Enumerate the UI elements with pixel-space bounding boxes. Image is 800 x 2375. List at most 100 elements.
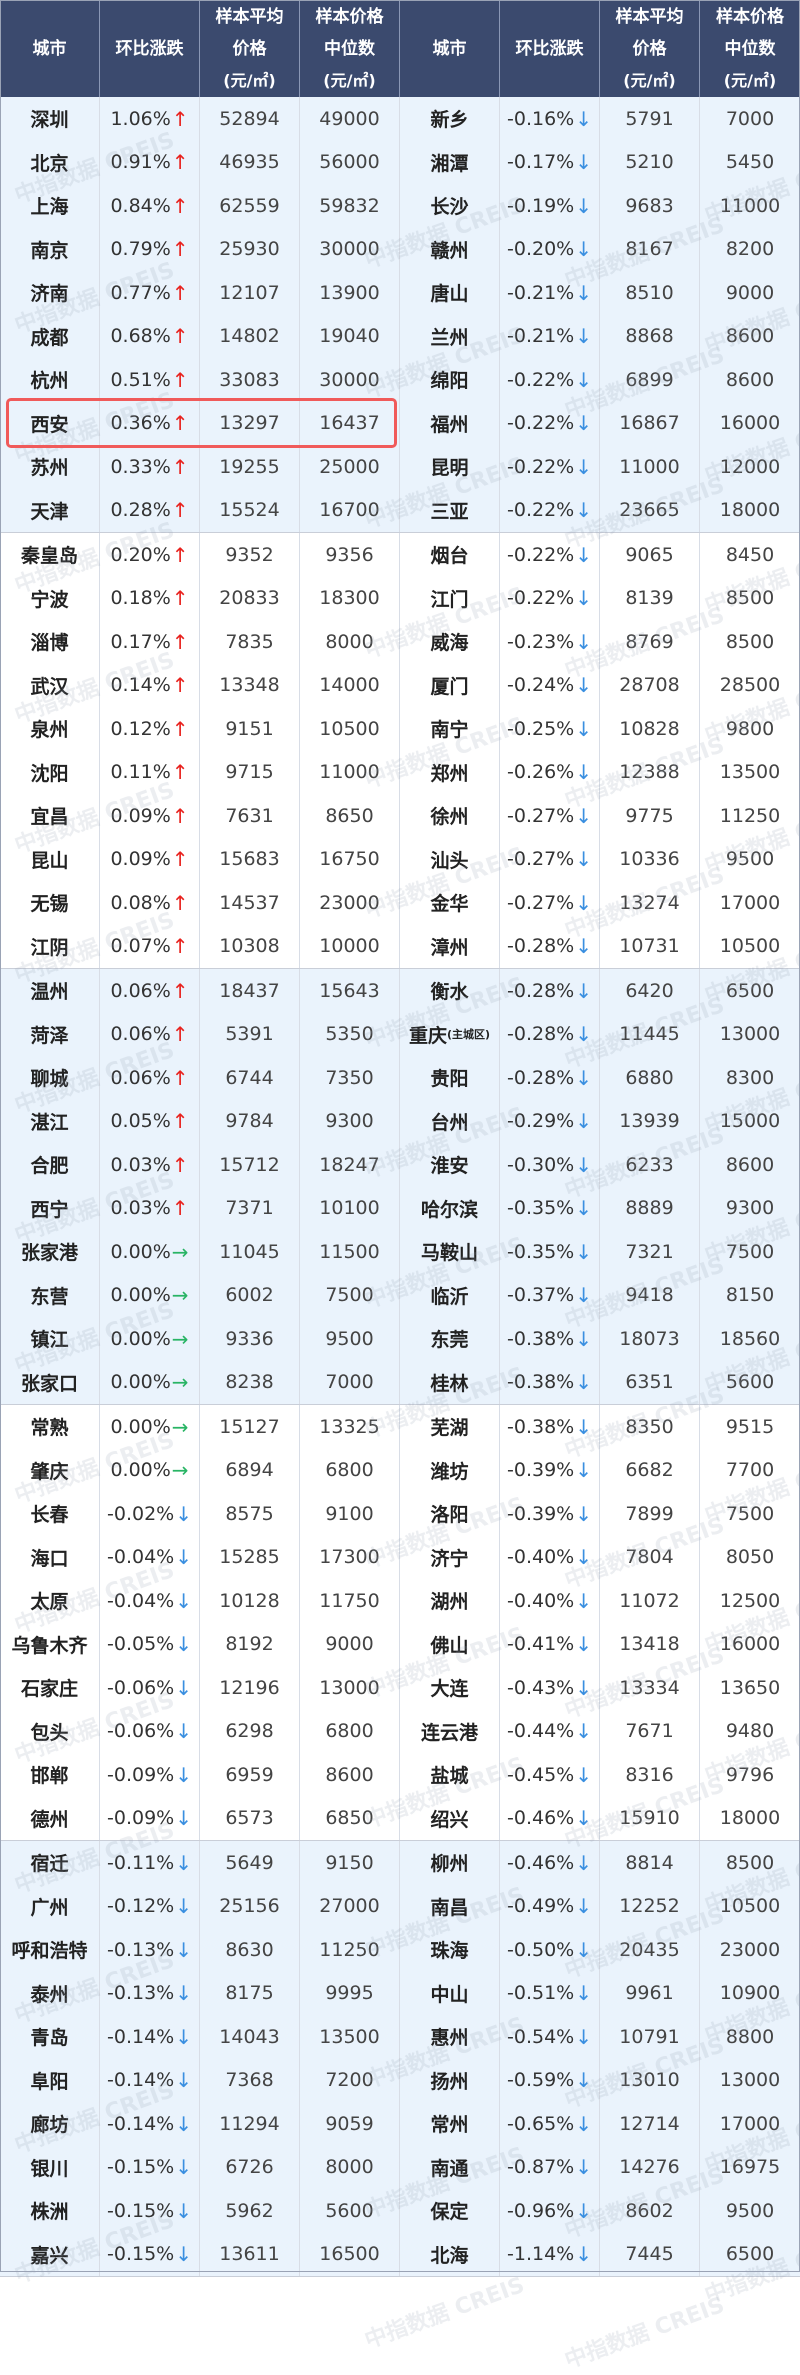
change-cell: -0.46% ↓: [500, 1841, 600, 1885]
avg-price-cell: 5391: [200, 1012, 300, 1056]
change-cell: -0.02% ↓: [100, 1492, 200, 1536]
avg-price-cell: 28708: [600, 663, 700, 707]
table-row: 包头 -0.06% ↓ 6298 6800 连云港 -0.44% ↓ 7671 9480: [0, 1709, 800, 1753]
city-cell: 太原: [0, 1579, 100, 1623]
city-cell: 衡水: [400, 969, 500, 1013]
city-name: 苏州: [30, 457, 69, 480]
city-cell: 常熟: [0, 1405, 100, 1449]
change-cell: 0.05% ↑: [100, 1099, 200, 1143]
city-name: 天津: [30, 500, 69, 523]
arrow-down-icon: ↓: [175, 2111, 192, 2136]
city-cell: 湛江: [0, 1099, 100, 1143]
arrow-down-icon: ↓: [175, 1501, 192, 1526]
arrow-up-icon: ↑: [171, 629, 189, 654]
change-value: -0.35%: [507, 1240, 575, 1263]
change-value: 0.33%: [110, 455, 171, 478]
avg-price-cell: 7804: [600, 1535, 700, 1579]
avg-price-cell: 6899: [600, 358, 700, 402]
city-cell: 株洲: [0, 2189, 100, 2233]
avg-price-cell: 52894: [200, 97, 300, 141]
city-cell: 深圳: [0, 97, 100, 141]
change-value: -0.54%: [507, 2025, 575, 2048]
change-cell: -0.44% ↓: [500, 1709, 600, 1753]
arrow-up-icon: ↑: [171, 673, 189, 698]
median-price-cell: 11250: [300, 1928, 400, 1972]
city-cell: 佛山: [400, 1622, 500, 1666]
city-cell: 沈阳: [0, 750, 100, 794]
city-price-table: 城市 环比涨跌 样本平均 价格 (元/㎡) 样本价格 中位数 (元/㎡) 城市 环比涨跌 样本平均价…: [0, 0, 800, 2277]
avg-price-cell: 7899: [600, 1492, 700, 1536]
avg-price-cell: 9336: [200, 1317, 300, 1361]
city-name: 上海: [30, 196, 69, 219]
avg-price-cell: 10308: [200, 924, 300, 968]
avg-price-cell: 8889: [600, 1186, 700, 1230]
table-row: 海口 -0.04% ↓ 15285 17300 济宁 -0.40% ↓ 7804 8050: [0, 1535, 800, 1579]
change-cell: -0.50% ↓: [500, 1928, 600, 1972]
median-price-cell: 15000: [719, 1110, 781, 1133]
arrow-down-icon: ↓: [575, 1109, 592, 1134]
change-value: -0.15%: [107, 2243, 175, 2266]
avg-price-cell: 11294: [200, 2102, 300, 2146]
median-price-cell: 18000: [719, 1807, 781, 1830]
arrow-up-icon: ↑: [171, 454, 189, 479]
change-cell: 0.28% ↑: [100, 488, 200, 532]
arrow-flat-icon: →: [171, 1458, 189, 1483]
change-value: 0.91%: [110, 151, 171, 174]
change-value: -0.28%: [507, 1023, 575, 1046]
median-price-cell: 7000: [725, 107, 775, 130]
header-line1: 环比涨跌: [515, 38, 584, 59]
table-body: 深圳 1.06% ↑ 52894 49000 新乡 -0.16% ↓ 5791 7000 北京 0.9…: [0, 97, 800, 2277]
city-name: 徐州: [430, 806, 469, 829]
city-name: 合肥: [30, 1155, 69, 1178]
change-value: 0.18%: [110, 587, 171, 610]
avg-price-cell: 13334: [600, 1666, 700, 1710]
change-cell: 0.18% ↑: [100, 576, 200, 620]
arrow-up-icon: ↑: [171, 1109, 189, 1134]
change-value: 0.68%: [110, 325, 171, 348]
city-name: 石家庄: [20, 1678, 78, 1701]
change-cell: -0.09% ↓: [100, 1753, 200, 1797]
avg-price-cell: 14802: [200, 314, 300, 358]
change-value: -0.21%: [507, 325, 575, 348]
arrow-down-icon: ↓: [575, 1152, 592, 1177]
city-name: 大连: [430, 1678, 469, 1701]
city-cell: 柳州: [400, 1841, 500, 1885]
arrow-down-icon: ↓: [575, 1806, 592, 1831]
arrow-down-icon: ↓: [575, 1370, 592, 1395]
city-cell: 临沂: [400, 1273, 500, 1317]
avg-price-cell: 7371: [200, 1186, 300, 1230]
median-price-cell: 10100: [300, 1186, 400, 1230]
avg-price-cell: 8769: [600, 620, 700, 664]
change-value: -0.04%: [107, 1546, 175, 1569]
median-price-cell: 18300: [300, 576, 400, 620]
city-name: 厦门: [430, 675, 469, 698]
change-value: -0.13%: [107, 1982, 175, 2005]
avg-price-cell: 7445: [600, 2232, 700, 2276]
city-cell: 廊坊: [0, 2102, 100, 2146]
median-price-cell: 6850: [300, 1796, 400, 1840]
avg-price-cell: 6880: [600, 1056, 700, 1100]
city-name: 深圳: [30, 109, 69, 132]
city-cell: 海口: [0, 1535, 100, 1579]
arrow-up-icon: ↑: [171, 280, 189, 305]
city-name: 昆明: [430, 457, 469, 480]
change-cell: 0.12% ↑: [100, 707, 200, 751]
change-value: -0.50%: [507, 1938, 575, 1961]
avg-price-cell: 9961: [600, 1971, 700, 2015]
median-price-cell: 9515: [725, 1415, 775, 1438]
table-row: 上海 0.84% ↑ 62559 59832 长沙 -0.19% ↓ 9683 11000: [0, 184, 800, 228]
change-value: 1.06%: [110, 107, 171, 130]
table-row: 合肥 0.03% ↑ 15712 18247 淮安 -0.30% ↓ 6233 8600: [0, 1143, 800, 1187]
arrow-down-icon: ↓: [575, 760, 592, 785]
change-value: -0.28%: [507, 979, 575, 1002]
arrow-down-icon: ↓: [575, 324, 592, 349]
change-value: -0.28%: [507, 935, 575, 958]
city-name: 威海: [430, 632, 469, 655]
city-cell: 金华: [400, 881, 500, 925]
city-cell: 长春: [0, 1492, 100, 1536]
change-cell: -0.39% ↓: [500, 1448, 600, 1492]
avg-price-cell: 20435: [600, 1928, 700, 1972]
city-cell: 上海: [0, 184, 100, 228]
header-unit: (元/㎡): [323, 70, 376, 90]
change-cell: -0.24% ↓: [500, 663, 600, 707]
